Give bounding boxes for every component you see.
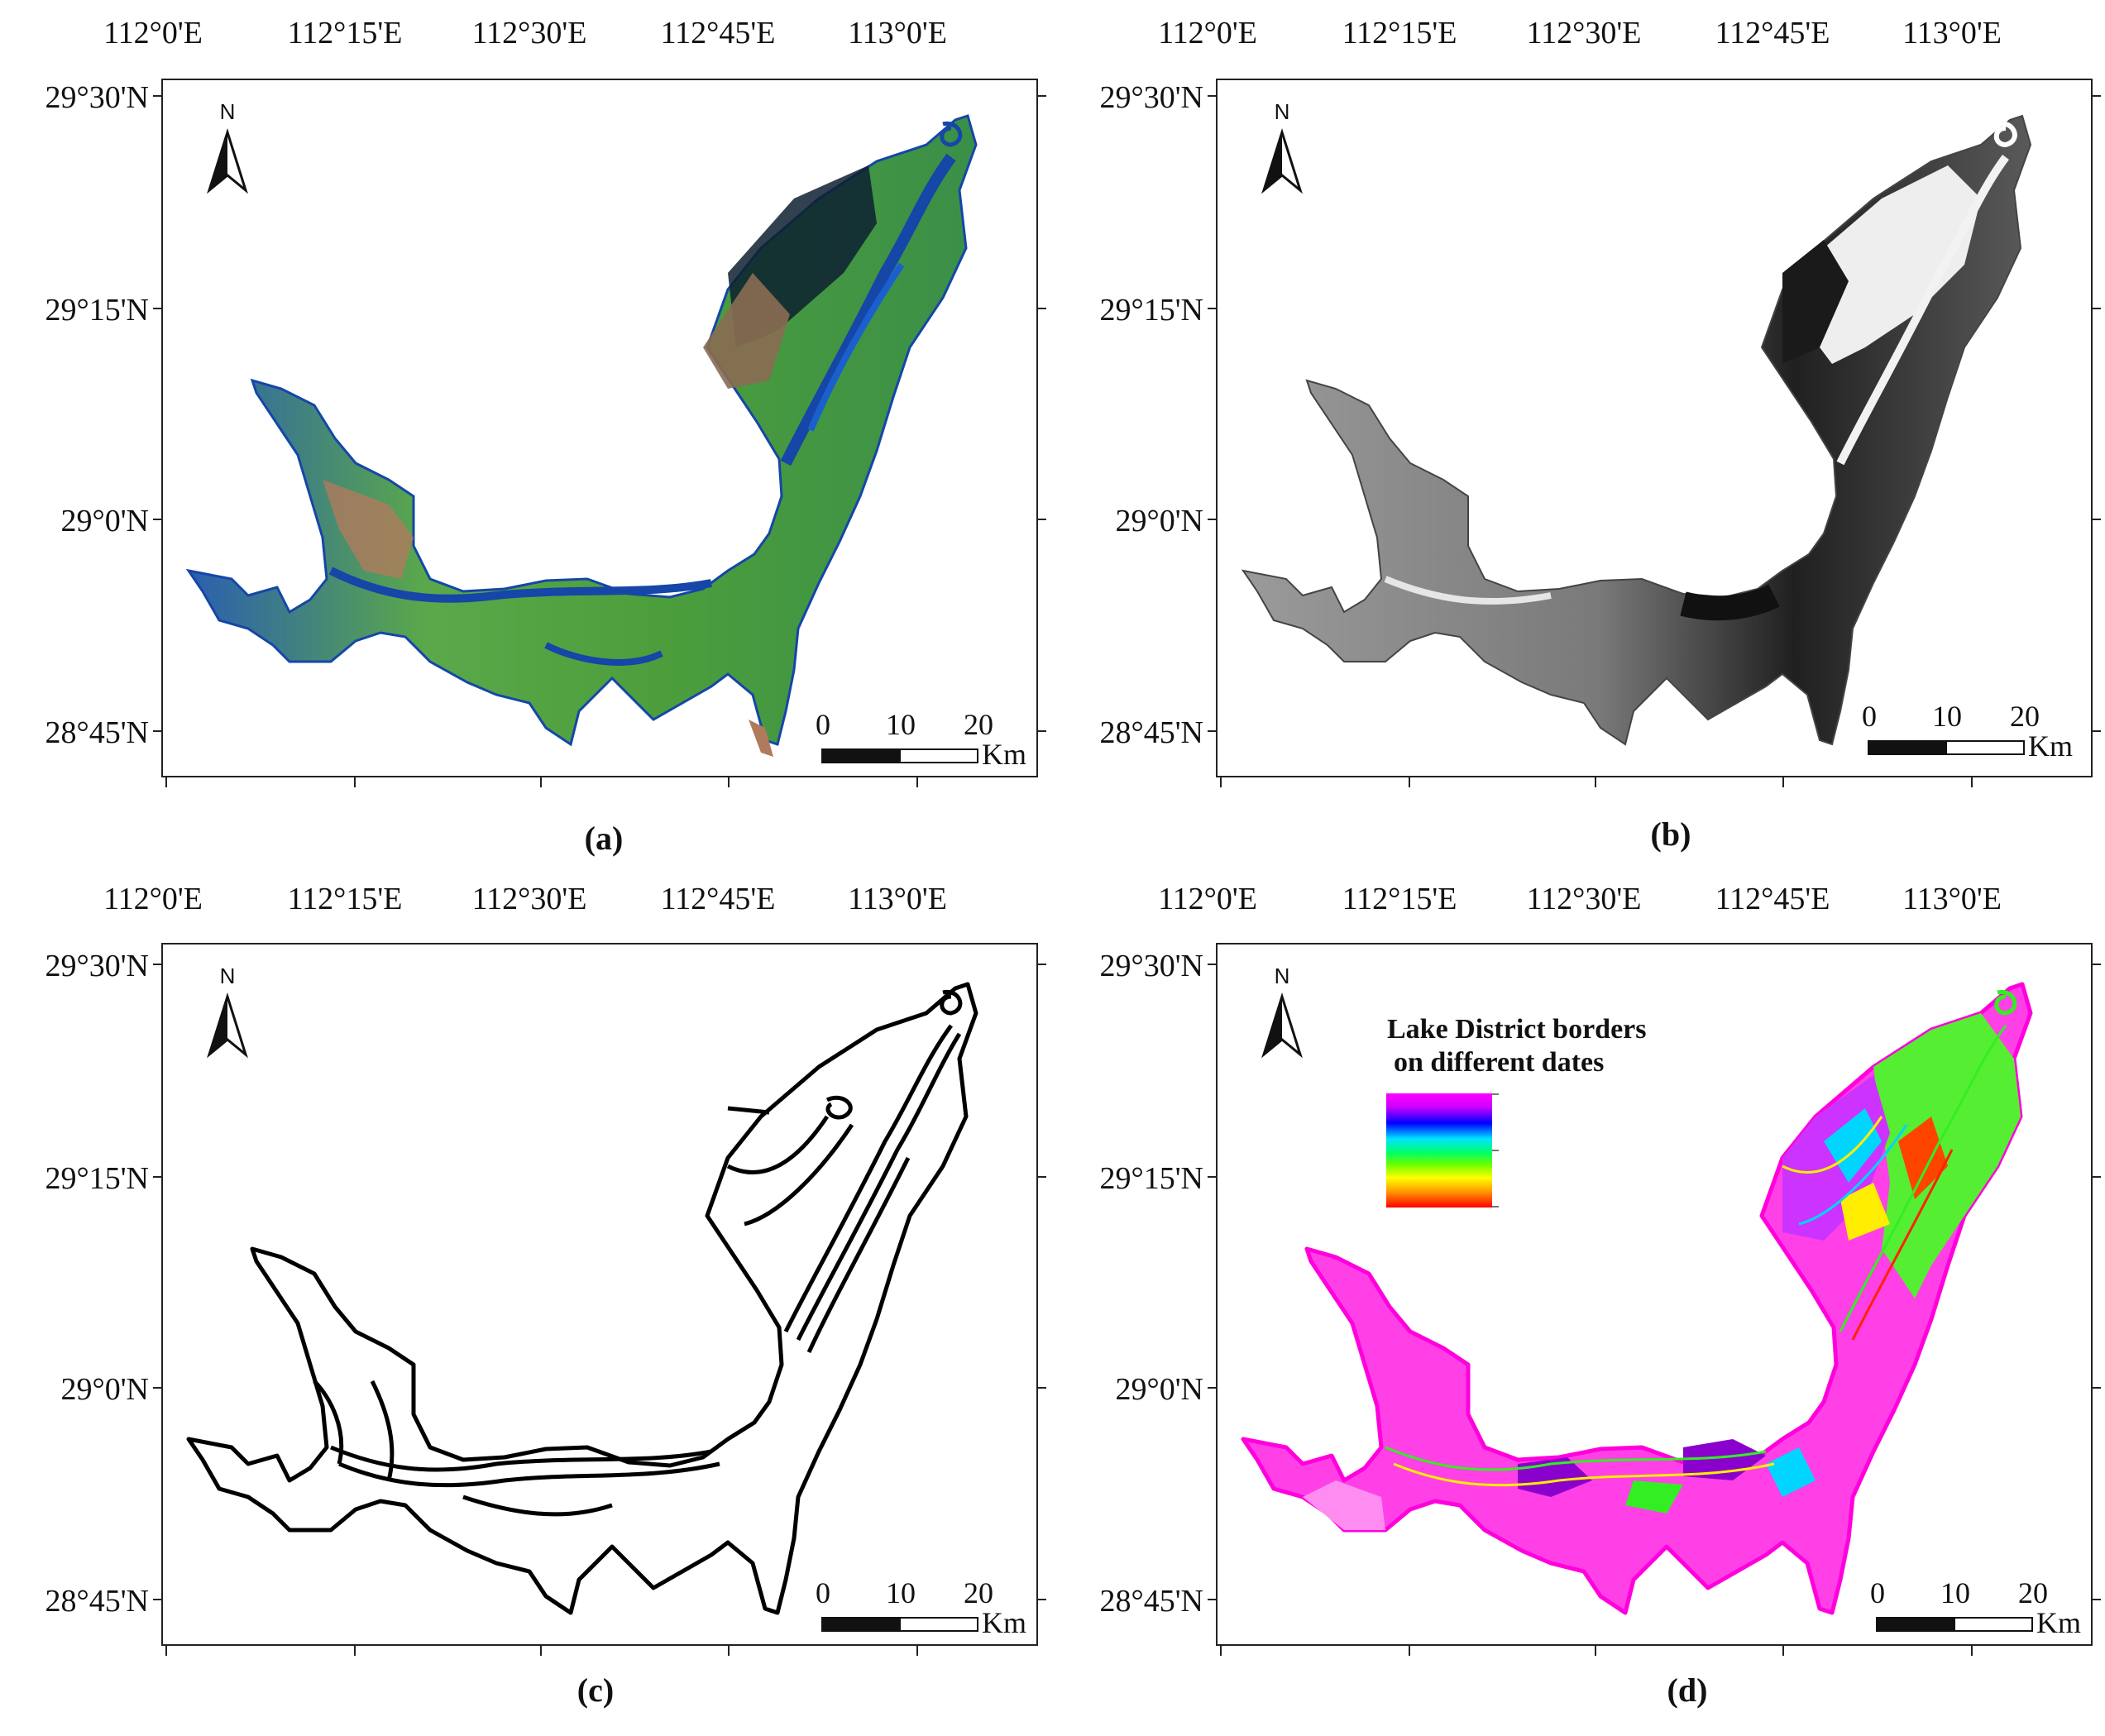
- north-arrow-icon: N: [203, 964, 252, 1071]
- lon-tick: 112°0'E: [1158, 16, 1257, 50]
- lon-tick: 112°45'E: [1715, 882, 1830, 916]
- legend-color-ramp: [1386, 1093, 1492, 1208]
- north-arrow-icon: N: [1257, 99, 1307, 207]
- lat-tick: 29°30'N: [1099, 949, 1204, 983]
- lat-tick: 29°0'N: [1115, 504, 1204, 538]
- map-frame: [1216, 79, 2093, 777]
- lat-tick: 29°15'N: [1099, 293, 1204, 328]
- lake-map-outline-black: [186, 982, 978, 1615]
- lon-tick: 112°30'E: [471, 882, 587, 916]
- lon-tick: 112°30'E: [471, 16, 587, 50]
- lon-tick: 113°0'E: [848, 16, 947, 50]
- panel-caption: (a): [584, 820, 624, 857]
- lat-tick: 29°0'N: [60, 1372, 150, 1407]
- north-arrow-icon: N: [1257, 964, 1307, 1071]
- lon-tick: 113°0'E: [1902, 16, 2002, 50]
- panel-c: 112°0'E 112°15'E 112°30'E 112°45'E 113°0…: [0, 868, 1050, 1736]
- panel-d: 112°0'E 112°15'E 112°30'E 112°45'E 113°0…: [1055, 868, 2105, 1736]
- lake-map-outline-multicolor: [1241, 982, 2033, 1615]
- lat-tick: 29°30'N: [45, 949, 150, 983]
- scale-bar: 0 10 20 Km: [1870, 1576, 2081, 1639]
- scale-bar: 0 10 20 Km: [816, 1576, 1026, 1639]
- lat-tick: 28°45'N: [1099, 715, 1204, 750]
- lat-tick: 29°15'N: [45, 293, 150, 328]
- legend-title: Lake District borders on different dates: [1387, 1014, 1647, 1078]
- lon-tick: 112°0'E: [103, 882, 203, 916]
- panel-caption: (b): [1650, 815, 1691, 853]
- lake-map-grayscale: [1241, 114, 2032, 746]
- lon-tick: 112°45'E: [660, 882, 776, 916]
- map-frame: [1216, 943, 2093, 1646]
- panel-a: 112°0'E 112°15'E 112°30'E 112°45'E 113°0…: [0, 0, 1050, 868]
- lat-tick: 29°30'N: [1099, 80, 1204, 115]
- lat-tick: 29°0'N: [60, 504, 150, 538]
- lon-tick: 112°30'E: [1526, 882, 1642, 916]
- lat-tick: 28°45'N: [45, 1584, 150, 1619]
- lon-tick: 112°15'E: [1342, 882, 1457, 916]
- lat-tick: 28°45'N: [1099, 1584, 1204, 1619]
- panel-caption: (c): [576, 1671, 615, 1709]
- lon-tick: 112°45'E: [1715, 16, 1830, 50]
- lon-tick: 113°0'E: [848, 882, 947, 916]
- panel-caption: (d): [1667, 1671, 1708, 1709]
- lon-tick: 112°0'E: [103, 16, 203, 50]
- lat-tick: 29°30'N: [45, 80, 150, 115]
- map-frame: [161, 943, 1038, 1646]
- lon-tick: 112°15'E: [287, 16, 403, 50]
- lon-tick: 112°0'E: [1158, 882, 1257, 916]
- map-frame: [161, 79, 1038, 777]
- lat-tick: 29°15'N: [1099, 1161, 1204, 1196]
- scale-bar: 0 10 20 Km: [1862, 700, 2073, 763]
- lat-tick: 29°15'N: [45, 1161, 150, 1196]
- lat-tick: 29°0'N: [1115, 1372, 1204, 1407]
- lon-tick: 112°15'E: [1342, 16, 1457, 50]
- lon-tick: 112°30'E: [1526, 16, 1642, 50]
- lon-tick: 113°0'E: [1902, 882, 2002, 916]
- lat-tick: 28°45'N: [45, 715, 150, 750]
- lon-tick: 112°45'E: [660, 16, 776, 50]
- north-arrow-icon: N: [203, 99, 252, 207]
- lon-tick: 112°15'E: [287, 882, 403, 916]
- panel-b: 112°0'E 112°15'E 112°30'E 112°45'E 113°0…: [1055, 0, 2105, 868]
- lake-map-false-color: [185, 114, 978, 757]
- scale-bar: 0 10 20 Km: [816, 708, 1026, 771]
